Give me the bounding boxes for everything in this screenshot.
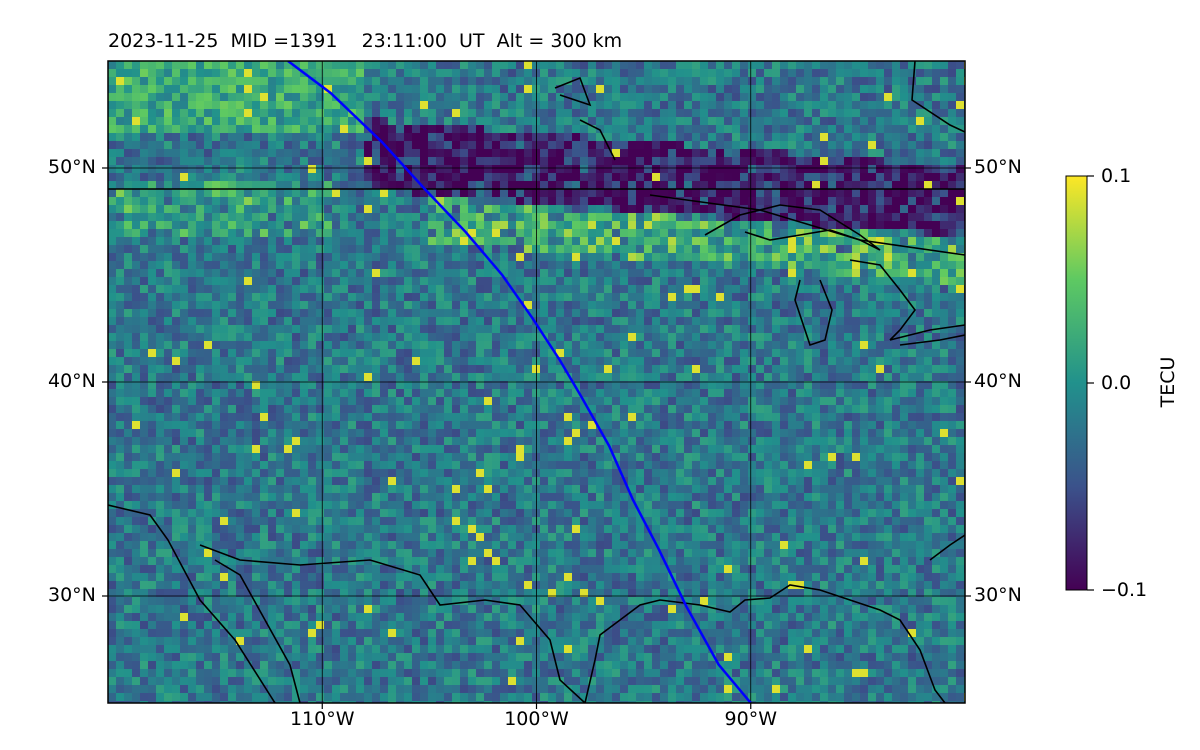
map-ticks <box>102 167 971 709</box>
plot-title: 2023-11-25 MID =1391 23:11:00 UT Alt = 3… <box>108 30 623 52</box>
coastlines <box>108 61 965 703</box>
baja-california <box>108 504 276 703</box>
satellite-track <box>287 61 752 703</box>
great-lakes-huron <box>849 259 916 341</box>
great-lakes-superior <box>704 204 881 251</box>
gulf-of-california <box>214 559 301 703</box>
lat-label-left: 50°N <box>48 156 96 178</box>
florida <box>929 534 965 561</box>
colorbar-tick-label: −0.1 <box>1101 579 1148 601</box>
texas-gulf-coast <box>584 584 946 703</box>
border-canada-us-east <box>649 194 965 256</box>
great-lakes-east <box>899 334 965 346</box>
lat-label-left: 30°N <box>48 584 96 606</box>
mexico-border <box>199 544 586 703</box>
lon-label: 110°W <box>289 708 355 730</box>
lat-label-left: 40°N <box>48 370 96 392</box>
tec-heatmap <box>108 61 965 703</box>
colorbar <box>1065 175 1088 591</box>
great-lakes-erie <box>889 324 965 341</box>
lat-label-right: 50°N <box>974 156 1022 178</box>
coast-northeast <box>911 61 965 133</box>
lat-label-right: 30°N <box>974 584 1022 606</box>
hudson-coast <box>554 76 592 107</box>
lon-label: 100°W <box>504 708 569 730</box>
colorbar-tick-label: 0.0 <box>1101 372 1132 394</box>
coast-north <box>579 119 616 161</box>
colorbar-tick-label: 0.1 <box>1101 165 1132 187</box>
great-lakes-michigan <box>794 279 833 347</box>
lat-label-right: 40°N <box>974 370 1022 392</box>
lon-label: 90°W <box>724 708 777 730</box>
colorbar-title: TECU <box>1157 356 1179 408</box>
graticule <box>108 61 965 703</box>
colorbar-ticks <box>1087 175 1094 591</box>
